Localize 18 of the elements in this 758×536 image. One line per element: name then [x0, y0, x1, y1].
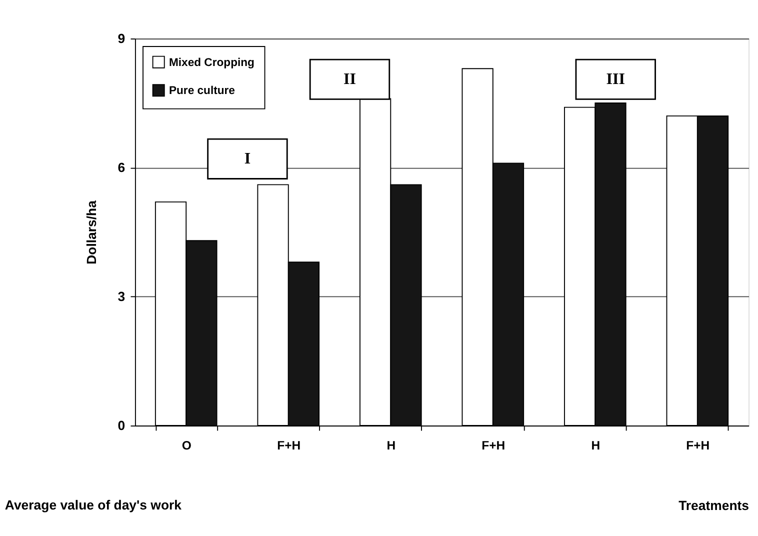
y-tick-label: 6	[118, 160, 126, 175]
legend-label: Pure culture	[168, 85, 235, 98]
y-tick-label: 0	[118, 418, 126, 433]
annotation: III	[606, 71, 625, 88]
y-tick-label: 3	[118, 288, 126, 304]
x-tick-label: F+H	[482, 438, 506, 453]
y-tick-label: 9	[118, 30, 126, 46]
annotation: II	[343, 71, 356, 88]
y-axis-title: Dollars/ha	[84, 200, 100, 264]
x-tick-label: F+H	[686, 438, 710, 453]
x-tick-label: H	[386, 438, 396, 453]
x-tick-label: F+H	[277, 438, 301, 453]
x-axis-title: Treatments	[678, 498, 750, 514]
annotation: I	[244, 150, 251, 168]
x-tick-label: O	[182, 438, 192, 453]
legend-label: Mixed Cropping	[168, 56, 255, 69]
text: Average value of day's work	[4, 498, 182, 513]
x-tick-label: H	[591, 438, 600, 453]
